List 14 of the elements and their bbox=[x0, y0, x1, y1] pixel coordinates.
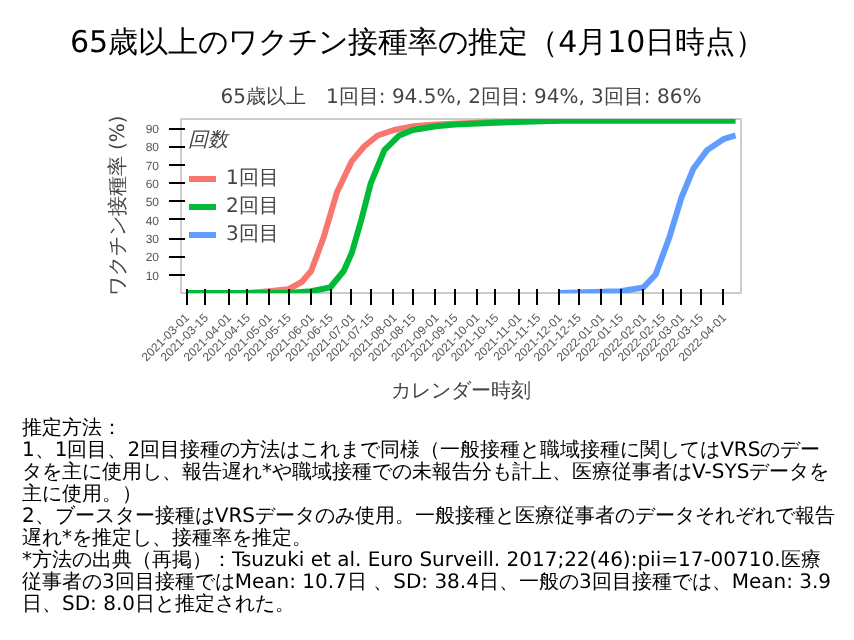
legend-label: 3回目 bbox=[226, 222, 279, 248]
text: 1、1回目、2回目接種の方法はこれまで同様（一般接種と職域接種に関してはVRSのデータを主に使用し、報告遅れ*や職域接種での未報告分も計上、医療従事者はV-SYSデータを主に使用。） bbox=[22, 440, 830, 506]
text: 推定方法： bbox=[22, 418, 124, 440]
legend-label: 2回目 bbox=[226, 194, 279, 220]
chart-subtitle: 65歳以上 1回目: 94.5%, 2回目: 94%, 3回目: 86% bbox=[220, 85, 702, 109]
line-series bbox=[183, 119, 739, 293]
line-series bbox=[556, 132, 739, 293]
text: *方法の出典（再掲）：Tsuzuki et al. Euro Surveill. 2017;22(46):pii=17-00710.医療従事者の3回目接種ではMean: 10.7日 、SD: 38.4日、一般の3回目接種では、Mean: 3.9日、SD: 8.0日と推定された。 bbox=[22, 550, 834, 616]
legend-label: 1回目 bbox=[226, 166, 279, 192]
x-axis-title: カレンダー時刻 bbox=[391, 379, 531, 404]
y-axis-title: ワクチン接種率 (%) bbox=[105, 115, 130, 297]
text: 2、ブースター接種はVRSデータのみ使用。一般接種と医療従事者のデータそれぞれで報告遅れ*を推定し、接種率を推定。 bbox=[22, 506, 837, 550]
chart-title: 65歳以上のワクチン接種率の推定（4月10日時点） bbox=[68, 22, 766, 64]
legend-title: 回数 bbox=[188, 128, 232, 154]
